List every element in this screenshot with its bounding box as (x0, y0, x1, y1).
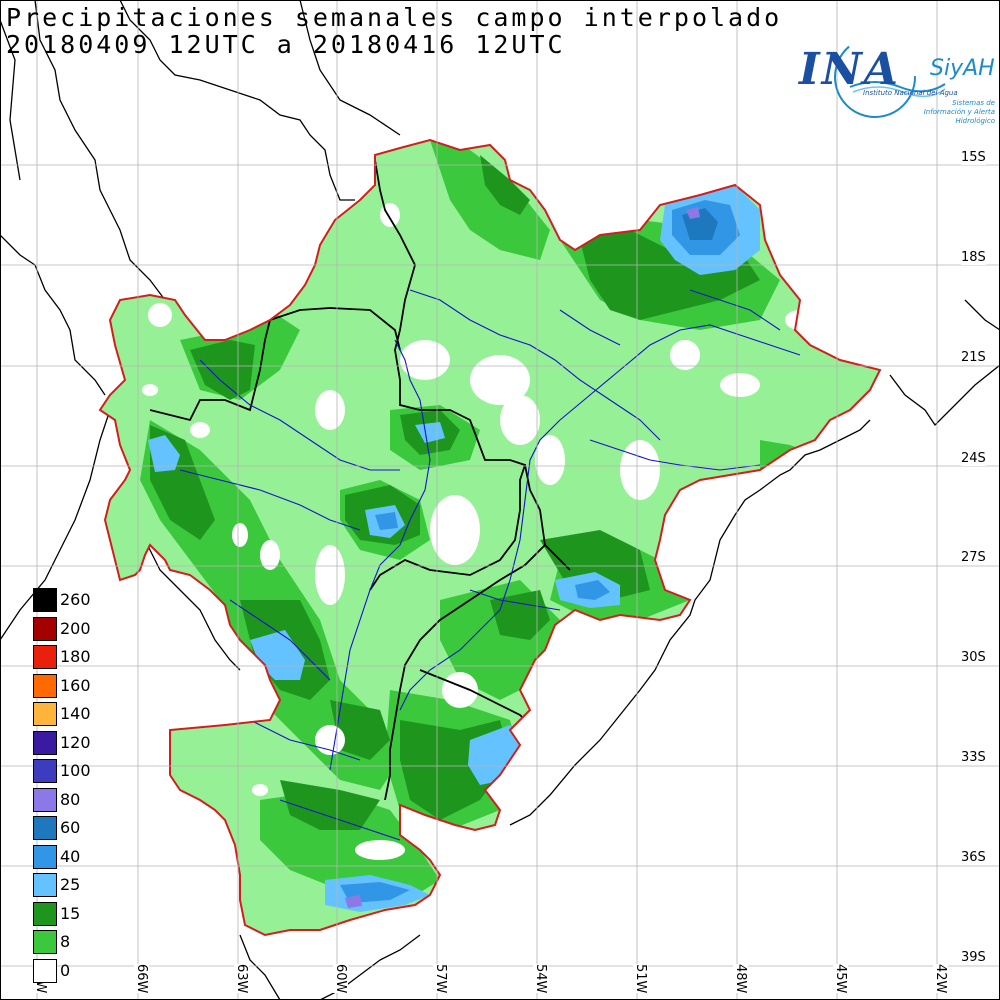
legend-swatch (33, 645, 57, 669)
lon-label-42w: 42W (933, 964, 948, 994)
map-period: 20180409 12UTC a 20180416 12UTC (6, 30, 566, 59)
legend-swatch (33, 673, 57, 698)
lat-label-15s: 15S (961, 150, 986, 165)
legend-label: 40 (60, 846, 81, 866)
legend-swatch (33, 816, 57, 840)
map-title: Precipitaciones semanales campo interpol… (6, 3, 783, 32)
lon-label-66w: 66W (134, 964, 149, 994)
legend-label: 120 (60, 732, 91, 752)
logo-acronym: INA (799, 44, 900, 95)
legend-swatch (33, 787, 57, 812)
lat-label-21s: 21S (961, 350, 986, 365)
legend-label: 25 (60, 875, 81, 894)
legend-swatch (33, 588, 57, 612)
lon-label-48w: 48W (733, 964, 748, 994)
legend-swatch (33, 616, 57, 641)
lat-label-24s: 24S (961, 451, 986, 466)
legend-label: 8 (60, 932, 71, 951)
logo-institution: Instituto Nacional del Agua (863, 89, 958, 97)
legend-swatch (33, 958, 57, 983)
logo-system-full: Sistemas de Información y Alerta Hidroló… (923, 99, 995, 125)
lon-label-45w: 45W (833, 964, 848, 994)
legend-label: 15 (60, 903, 81, 923)
ina-siyah-logo: INA SiyAH Instituto Nacional del Agua Si… (795, 32, 995, 130)
legend-swatch (33, 844, 57, 869)
lon-label-57w: 57W (433, 964, 448, 994)
lat-label-27s: 27S (961, 550, 986, 565)
basin-border (98, 138, 882, 937)
legend-label: 100 (60, 761, 91, 780)
legend-swatch (33, 759, 57, 783)
lat-label-36s: 36S (961, 850, 986, 865)
lon-label-60w: 60W (333, 964, 348, 994)
lon-label-51w: 51W (633, 964, 648, 994)
lat-label-39s: 39S (961, 950, 986, 965)
legend-swatch (33, 873, 57, 897)
lat-label-33s: 33S (961, 750, 986, 765)
legend-label: 0 (60, 960, 71, 980)
legend-swatch (33, 702, 57, 726)
legend-swatch (33, 730, 57, 755)
lon-label-63w: 63W (234, 964, 249, 994)
legend-swatch (33, 930, 57, 954)
lon-label-54w: 54W (533, 964, 548, 994)
legend-label: 160 (60, 675, 91, 695)
legend-label: 140 (60, 704, 91, 723)
logo-swoosh-icon (834, 36, 946, 118)
legend-label: 180 (60, 647, 91, 666)
legend-label: 200 (60, 618, 91, 638)
legend-label: 60 (60, 818, 81, 837)
legend-label: 80 (60, 789, 81, 809)
legend-swatch (33, 901, 57, 926)
legend-label: 260 (60, 590, 91, 609)
lat-label-18s: 18S (961, 250, 986, 265)
lat-label-30s: 30S (961, 650, 986, 665)
logo-system: SiyAH (930, 56, 995, 81)
